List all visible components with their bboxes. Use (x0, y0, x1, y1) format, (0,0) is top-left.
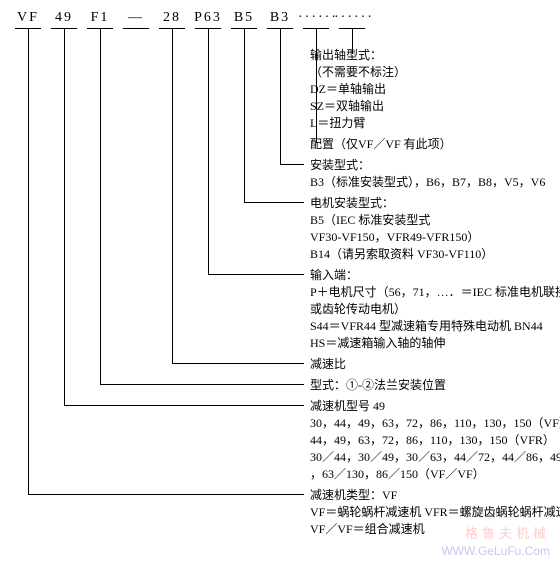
code-segment: ······ (334, 10, 370, 26)
connector-vertical (172, 28, 173, 363)
description-line: 安装型式： (310, 158, 370, 173)
code-segment: B3 (262, 10, 298, 26)
description-line: 减速机型号 49 (310, 399, 385, 414)
connector-horizontal (244, 202, 304, 203)
code-segment: P63 (190, 10, 226, 26)
connector-vertical (352, 28, 353, 54)
connector-horizontal (208, 274, 304, 275)
model-code-row: VF49F1—28P63B5B3············ (10, 10, 370, 26)
description-line: 30，44，49，63，72，86，110，130，150（VF） (310, 416, 560, 431)
description-line: 30／44，30／49，30／63，44／72，44／86，49／110 (310, 450, 560, 465)
description-line: B14（请另索取资料 VF30-VF110） (310, 247, 493, 262)
description-line: B3（标准安装型式），B6，B7，B8，V5，V6 (310, 175, 545, 190)
description-line: VF／VF＝组合减速机 (310, 522, 425, 537)
connector-vertical (208, 28, 209, 274)
description-line: ，63／130，86／150（VF／VF） (310, 467, 485, 482)
description-line: （不需要不标注） (310, 65, 406, 80)
connector-horizontal (28, 494, 304, 495)
code-segment: VF (10, 10, 46, 26)
description-line: 44，49，63，72，86，110，130，150（VFR） (310, 433, 555, 448)
description-line: 配置（仅VF／VF 有此项） (310, 137, 452, 152)
connector-horizontal (172, 363, 304, 364)
description-line: B5（IEC 标准安装型式 (310, 213, 430, 228)
connector-horizontal (100, 384, 304, 385)
code-segment: ······ (298, 10, 334, 26)
code-segment: F1 (82, 10, 118, 26)
code-underline (123, 28, 149, 29)
connector-horizontal (280, 164, 304, 165)
description-line: SZ＝双轴输出 (310, 99, 384, 114)
watermark-cn: 格鲁夫机械 (465, 523, 550, 542)
description-line: 输出轴型式： (310, 48, 382, 63)
code-segment: B5 (226, 10, 262, 26)
description-line: DZ＝单轴输出 (310, 82, 386, 97)
description-line: HS＝减速箱输入轴的轴伸 (310, 336, 445, 351)
description-line: 减速比 (310, 357, 346, 372)
description-line: P＋电机尺寸（56，71，…．＝IEC 标准电机联接器 (310, 285, 560, 300)
connector-vertical (64, 28, 65, 405)
description-line: 减速机类型：VF (310, 488, 397, 503)
description-line: 电机安装型式： (310, 196, 394, 211)
connector-horizontal (64, 405, 304, 406)
code-segment: 28 (154, 10, 190, 26)
description-line: 或齿轮传动电机） (310, 302, 406, 317)
description-line: VF＝蜗轮蜗杆减速机 VFR＝螺旋齿蜗轮蜗杆减速机 (310, 505, 560, 520)
watermark-en: WWW.GeLuFu.Com (441, 544, 550, 558)
connector-vertical (280, 28, 281, 164)
description-line: 型式：①-②法兰安装位置 (310, 378, 446, 393)
connector-vertical (244, 28, 245, 202)
description-line: S44＝VFR44 型减速箱专用特殊电动机 BN44 (310, 319, 543, 334)
description-line: L＝扭力臂 (310, 116, 365, 131)
code-segment: — (118, 10, 154, 26)
connector-vertical (100, 28, 101, 384)
description-line: VF30-VF150，VFR49-VFR150） (310, 230, 479, 245)
connector-vertical (316, 28, 317, 143)
description-line: 输入端： (310, 268, 358, 283)
connector-vertical (28, 28, 29, 494)
code-segment: 49 (46, 10, 82, 26)
